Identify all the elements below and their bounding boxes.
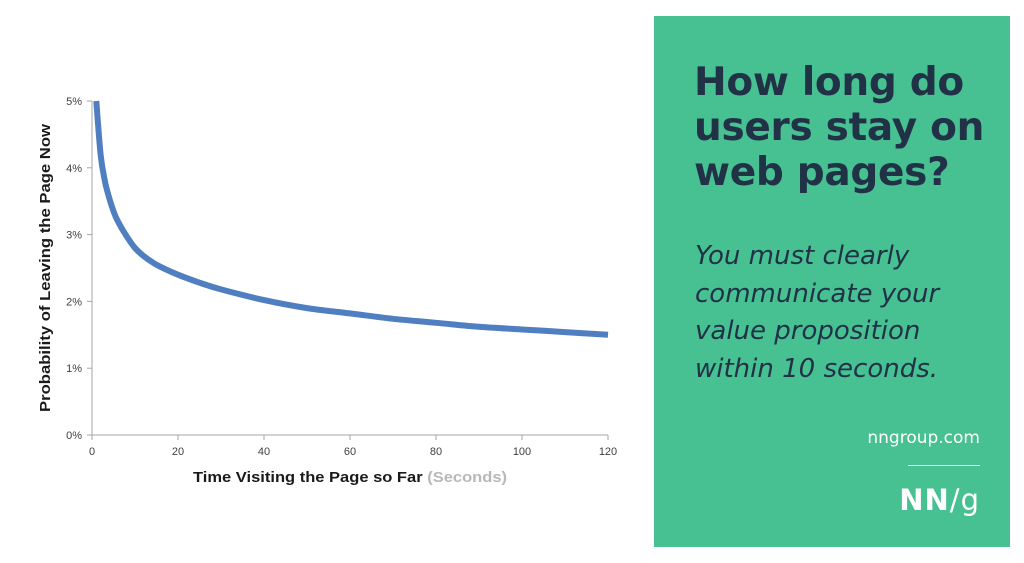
y-tick-label: 0% bbox=[66, 430, 82, 442]
y-axis-title: Probability of Leaving the Page Now bbox=[37, 124, 54, 412]
logo-slash: / bbox=[949, 483, 961, 517]
y-tick-label: 5% bbox=[66, 96, 82, 108]
logo-suffix: g bbox=[960, 483, 980, 517]
x-tick-label: 20 bbox=[172, 446, 184, 458]
info-panel: How long do users stay on web pages? You… bbox=[654, 16, 1010, 547]
nng-logo: NN/g bbox=[899, 483, 980, 517]
y-tick-label: 1% bbox=[66, 363, 82, 375]
x-tick-label: 0 bbox=[89, 446, 95, 458]
y-tick-label: 2% bbox=[66, 296, 82, 308]
y-tick-label: 3% bbox=[66, 230, 82, 242]
chart-area: 0% 1% 2% 3% 4% 5% 0 20 40 60 80 100 120 Time Visiting… bbox=[37, 96, 617, 486]
x-tick-label: 60 bbox=[344, 446, 356, 458]
x-tick-label: 100 bbox=[513, 446, 531, 458]
panel-subhead: You must clearly communicate your value … bbox=[695, 241, 940, 385]
x-axis-title: Time Visiting the Page so Far (Seconds) bbox=[193, 469, 507, 486]
site-url: nngroup.com bbox=[867, 428, 980, 448]
x-tick-label: 120 bbox=[599, 446, 617, 458]
x-tick-label: 80 bbox=[430, 446, 442, 458]
x-axis-title-unit: (Seconds) bbox=[427, 469, 507, 486]
logo-bold-text: NN bbox=[899, 483, 950, 517]
x-tick-label: 40 bbox=[258, 446, 270, 458]
x-axis-title-main: Time Visiting the Page so Far bbox=[193, 469, 427, 486]
panel-headline: How long do users stay on web pages? bbox=[694, 60, 985, 196]
line-chart: 0% 1% 2% 3% 4% 5% 0 20 40 60 80 100 120 Time Visiting… bbox=[37, 96, 617, 486]
y-tick-label: 4% bbox=[66, 163, 82, 175]
series-line bbox=[93, 100, 609, 338]
divider bbox=[908, 465, 980, 466]
